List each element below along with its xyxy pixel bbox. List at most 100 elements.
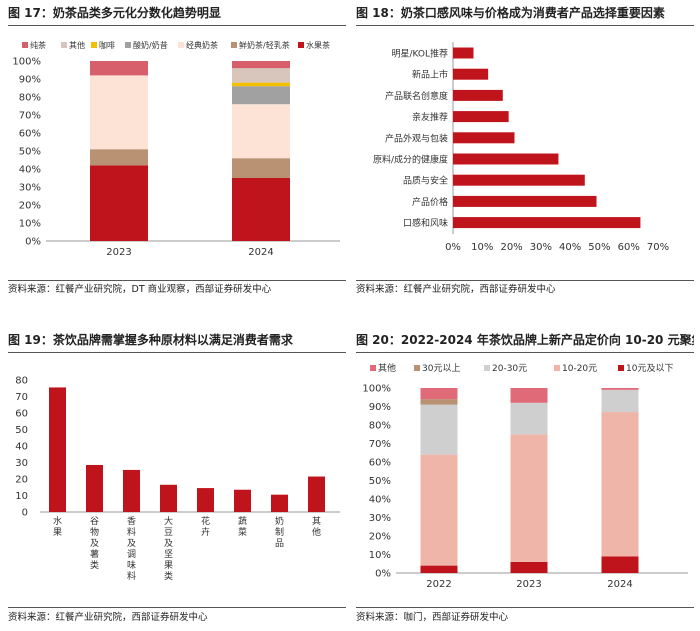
figure-17-bottom-rule <box>8 280 346 281</box>
y-tick-label: 40% <box>19 165 41 176</box>
figure-17: 图 17：奶茶品类多元化分数化趋势明显 0% 10% 20% 30% 40% 50% 60%… <box>8 3 346 303</box>
stacked-bar-chart-20: 0% 10% 20% 30% 40% 50% 60% 70% 80% 90% 100% 2022 202… <box>362 362 688 590</box>
bar-segment <box>601 388 639 390</box>
figure-20-title: 图 20：2022-2024 年茶饮品牌上新产品定价向 10-20 元聚集 <box>356 333 694 347</box>
bar <box>453 68 489 80</box>
y-tick-label: 20% <box>19 201 41 212</box>
x-tick-label-char: 果 <box>164 560 173 571</box>
figure-19-title: 图 19：茶饮品牌需掌握多种原材料以满足消费者需求 <box>8 333 293 347</box>
legend-label: 10元及以下 <box>626 363 673 374</box>
y-tick-label: 100% <box>362 384 391 395</box>
legend-swatch <box>618 365 624 371</box>
figure-18-top-rule <box>356 25 694 26</box>
y-tick-label: 60% <box>19 129 41 140</box>
bar-segment <box>232 158 290 178</box>
stacked-bar-chart-17: 0% 10% 20% 30% 40% 50% 60% 70% 80% 90% 100% 2023 202… <box>12 40 340 258</box>
legend-swatch <box>484 365 490 371</box>
legend-swatch <box>231 42 237 48</box>
legend-label: 20-30元 <box>492 364 527 374</box>
x-tick-label-char: 花 <box>201 515 210 527</box>
bar <box>453 174 585 186</box>
legend-label: 经典奶茶 <box>186 40 218 50</box>
x-tick-label-char: 调 <box>127 549 136 560</box>
x-tick-label-char: 料 <box>127 526 136 538</box>
figure-19-source: 资料来源：红餐产业研究院，西部证券研发中心 <box>8 612 208 623</box>
bar-segment <box>510 388 548 403</box>
y-tick-label: 70% <box>369 439 391 450</box>
bar <box>197 488 214 512</box>
x-tick-label-char: 制 <box>275 526 284 538</box>
y-tick-label: 50% <box>19 147 41 158</box>
y-tick-label: 80% <box>369 421 391 432</box>
y-tick-label: 70 <box>15 392 28 403</box>
bar <box>160 484 177 512</box>
x-tick-label: 2024 <box>248 247 273 258</box>
y-tick-label: 60% <box>369 458 391 469</box>
bar-segment <box>90 165 148 241</box>
bar-segment <box>420 454 458 566</box>
y-tick-label: 10% <box>369 550 391 561</box>
bar-segment <box>601 556 639 573</box>
x-tick-label-char: 大 <box>164 515 173 527</box>
legend-swatch <box>61 42 67 48</box>
y-tick-label: 90% <box>19 75 41 86</box>
bar-segment <box>420 565 458 573</box>
x-tick-label-char: 料 <box>127 570 136 582</box>
x-tick-label: 2024 <box>607 579 632 590</box>
bar-segment <box>90 149 148 166</box>
x-tick-label-char: 类 <box>164 570 173 582</box>
bar-segment <box>420 399 458 405</box>
y-tick-label: 新品上市 <box>412 69 448 81</box>
y-tick-label: 10% <box>19 219 41 230</box>
x-tick-label: 20% <box>500 242 522 253</box>
x-tick-label-char: 其 <box>312 516 321 527</box>
figure-19-top-rule <box>8 352 346 353</box>
bar <box>453 111 509 123</box>
bar-segment <box>420 404 458 455</box>
y-tick-label: 品质与安全 <box>403 175 448 187</box>
figure-17-top-rule <box>8 25 346 26</box>
y-tick-label: 80 <box>15 376 28 387</box>
x-tick-label-char: 物 <box>90 526 99 538</box>
legend-swatch <box>22 42 28 48</box>
bar <box>49 387 66 512</box>
legend-swatch <box>414 365 420 371</box>
x-tick-label: 2022 <box>426 579 451 590</box>
x-tick-label-char: 品 <box>275 538 284 549</box>
y-tick-label: 0% <box>25 237 41 248</box>
legend-label: 10-20元 <box>562 364 597 374</box>
y-tick-label: 明星/KOL推荐 <box>391 48 448 60</box>
x-tick-label-char: 坚 <box>164 549 173 560</box>
x-tick-label-char: 奶 <box>275 515 284 527</box>
x-tick-label: 2023 <box>516 579 541 590</box>
bar-segment <box>601 412 639 557</box>
figure-20: 图 20：2022-2024 年茶饮品牌上新产品定价向 10-20 元聚集 0%… <box>356 330 694 628</box>
x-tick-label-char: 香 <box>127 516 136 527</box>
figure-18: 图 18：奶茶口感风味与价格成为消费者产品选择重要因素 0% 10% 20% 30% 4… <box>356 3 694 303</box>
y-tick-label: 40 <box>15 442 28 453</box>
x-tick-label-char: 谷 <box>90 516 99 527</box>
x-tick-label-char: 卉 <box>201 526 210 538</box>
figure-19-bottom-rule <box>8 607 346 608</box>
x-tick-label-char: 及 <box>164 538 173 549</box>
legend-label: 咖啡 <box>99 40 115 50</box>
bar <box>234 489 251 512</box>
bar-segment <box>232 86 290 105</box>
legend-label: 酸奶/奶昔 <box>133 40 168 50</box>
x-tick-label: 10% <box>471 242 493 253</box>
x-tick-label-char: 果 <box>53 527 62 538</box>
figure-18-title: 图 18：奶茶口感风味与价格成为消费者产品选择重要因素 <box>356 6 665 20</box>
horizontal-bar-chart-18: 0% 10% 20% 30% 40% 50% 60% 70% 明星/KOL推荐新品上市产品联名创… <box>373 42 669 253</box>
y-tick-label: 0 <box>22 508 28 519</box>
bar <box>453 132 515 144</box>
x-tick-label-char: 他 <box>312 526 321 538</box>
bar <box>123 469 140 512</box>
legend-label: 其他 <box>378 362 396 374</box>
y-tick-label: 50 <box>15 425 28 436</box>
figure-20-top-rule <box>356 352 694 353</box>
bar <box>453 195 597 207</box>
bar <box>453 217 641 229</box>
legend-label: 鲜奶茶/轻乳茶 <box>239 40 290 50</box>
x-tick-label-char: 味 <box>127 559 136 571</box>
figure-20-bottom-rule <box>356 607 694 608</box>
